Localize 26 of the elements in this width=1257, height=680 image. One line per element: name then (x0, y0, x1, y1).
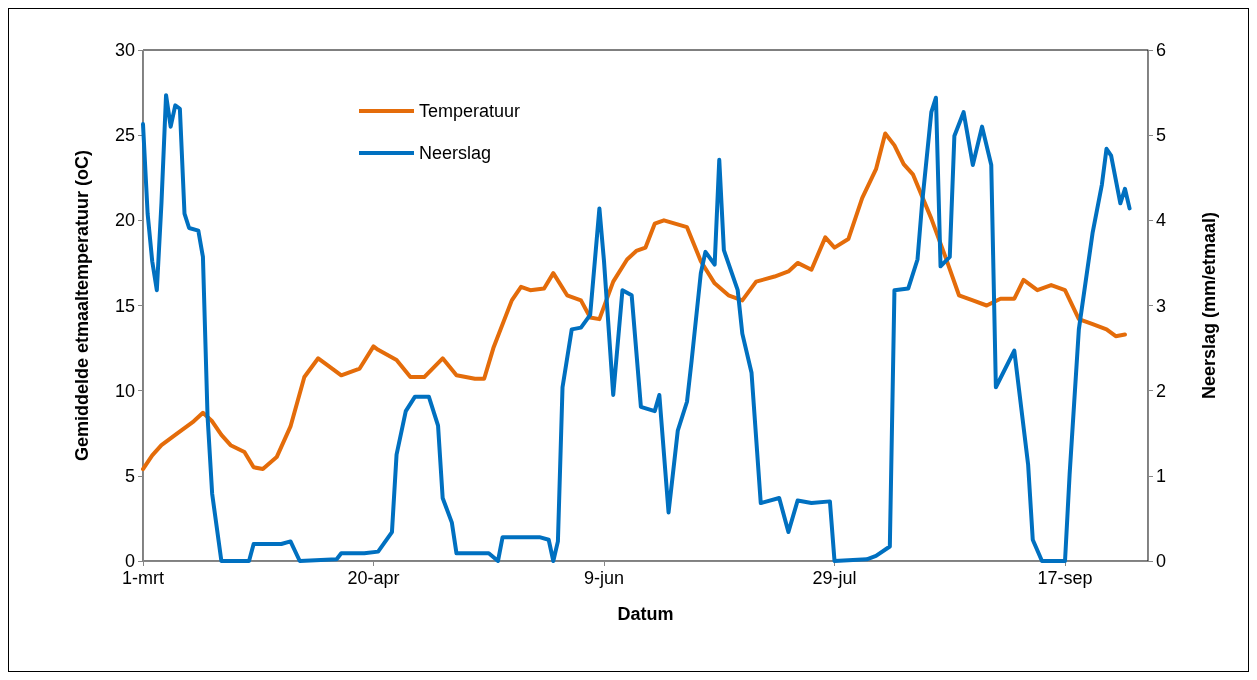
y-axis-title: Gemiddelde etmaaltemperatuur (oC) (72, 149, 92, 462)
y-tick-label: 30 (114, 40, 135, 60)
legend-label: Temperatuur (419, 101, 521, 121)
y2-tick-label: 0 (1156, 551, 1167, 571)
y-tick-label: 5 (124, 465, 135, 486)
legend-label: Neerslag (419, 143, 492, 163)
y-tick-label: 25 (114, 125, 135, 146)
x-tick-label: 20-apr (347, 568, 400, 588)
line-series (141, 93, 1132, 563)
y-tick-label: 15 (114, 295, 135, 316)
y2-tick-label: 3 (1156, 295, 1167, 316)
y2-tick-label: 4 (1156, 210, 1167, 231)
x-tick-label: 9-jun (583, 568, 625, 588)
x-tick-label: 17-sep (1037, 568, 1093, 588)
x-tick-label: 29-jul (812, 568, 857, 588)
line-series (141, 131, 1127, 472)
x-tick-label: 1-mrt (122, 568, 164, 588)
y2-tick-label: 5 (1156, 125, 1167, 146)
y-tick-label: 0 (124, 551, 135, 571)
y-tick-label: 10 (114, 380, 135, 401)
y-tick-label: 20 (114, 210, 135, 231)
y2-axis-title: Neerslag (mm/etmaal) (1199, 211, 1219, 400)
y2-tick-label: 6 (1156, 40, 1167, 60)
y2-tick-label: 1 (1156, 465, 1167, 486)
y2-tick-label: 2 (1156, 380, 1167, 401)
x-axis-title: Datum (617, 604, 674, 624)
